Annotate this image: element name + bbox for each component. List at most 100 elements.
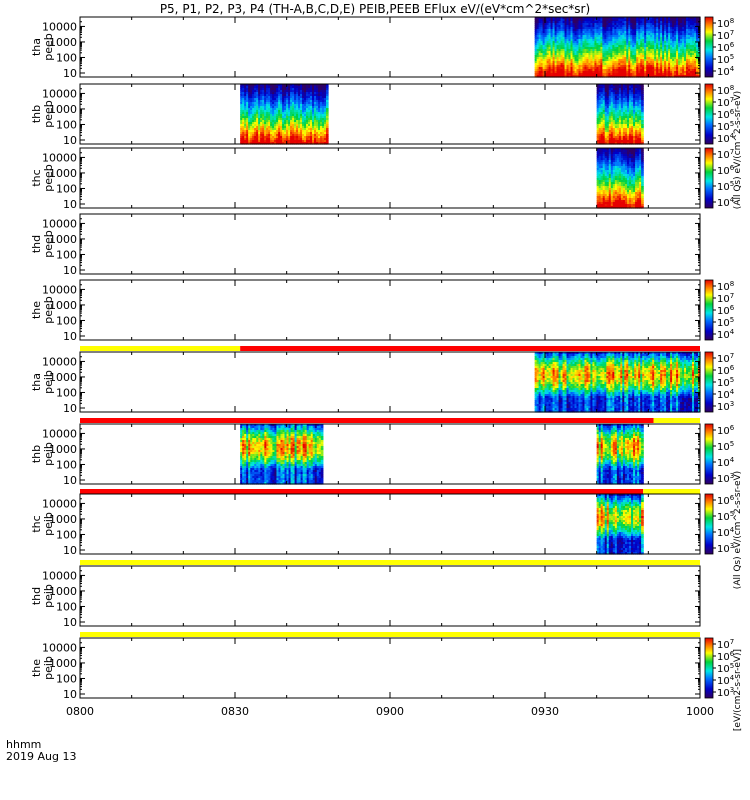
- spectrogram-cell: [568, 45, 572, 48]
- spectrogram-cell: [616, 150, 620, 153]
- spectrogram-cell: [670, 39, 673, 42]
- spectrogram-cell: [670, 35, 673, 38]
- spectrogram-cell: [604, 53, 607, 56]
- spectrogram-cell: [320, 110, 323, 113]
- spectrogram-cell: [684, 69, 687, 72]
- spectrogram-cell: [594, 63, 598, 66]
- spectrogram-cell: [604, 182, 608, 185]
- spectrogram-cell: [536, 27, 540, 30]
- spectrogram-cell: [256, 94, 259, 97]
- spectrogram-cell: [318, 100, 321, 103]
- spectrogram-cell: [634, 75, 637, 78]
- spectrogram-cell: [546, 23, 550, 26]
- spectrogram-cell: [690, 45, 693, 48]
- spectrogram-cell: [672, 61, 675, 64]
- spectrogram-cell: [240, 126, 243, 129]
- spectrogram-cell: [246, 124, 249, 127]
- spectrogram-cell: [252, 112, 255, 115]
- spectrogram-cell: [580, 53, 584, 56]
- spectrogram-cell: [652, 27, 655, 30]
- spectrogram-cell: [592, 61, 596, 64]
- spectrogram-cell: [662, 33, 665, 36]
- spectrogram-cell: [548, 53, 552, 56]
- spectrogram-cell: [598, 152, 602, 155]
- spectrogram-cell: [264, 114, 267, 117]
- spectrogram-cell: [606, 156, 610, 159]
- spectrogram-cell: [312, 134, 315, 137]
- spectrogram-cell: [604, 92, 608, 95]
- spectrogram-cell: [256, 102, 259, 105]
- spectrogram-cell: [646, 39, 649, 42]
- spectrogram-cell: [640, 41, 643, 44]
- spectrogram-cell: [580, 67, 584, 70]
- spectrogram-cell: [614, 17, 617, 20]
- spectrogram-cell: [630, 49, 633, 52]
- spectrogram-cell: [304, 128, 307, 131]
- spectrogram-cell: [256, 120, 259, 123]
- spectrogram-cell: [550, 45, 554, 48]
- spectrogram-cell: [282, 120, 285, 123]
- spectrogram-cell: [641, 138, 644, 141]
- spectrogram-cell: [637, 138, 640, 141]
- spectrogram-cell: [604, 152, 608, 155]
- spectrogram-cell: [648, 21, 651, 24]
- spectrogram-cell: [250, 126, 253, 129]
- spectrogram-cell: [270, 110, 273, 113]
- spectrogram-cell: [554, 17, 558, 20]
- spectrogram-cell: [600, 73, 603, 76]
- spectrogram-cell: [642, 57, 645, 60]
- spectrogram-cell: [642, 29, 645, 32]
- spectrogram-cell: [260, 112, 263, 115]
- spectrogram-cell: [600, 110, 604, 113]
- spectrogram-cell: [608, 156, 612, 159]
- spectrogram-cell: [618, 106, 622, 109]
- spectrogram-cell: [582, 29, 586, 32]
- spectrogram-cell: [586, 37, 590, 40]
- spectrogram-cell: [694, 37, 697, 40]
- spectrogram-cell: [676, 51, 679, 54]
- spectrogram-cell: [598, 84, 602, 87]
- spectrogram-cell: [278, 108, 281, 111]
- spectrogram-cell: [686, 49, 689, 52]
- spectrogram-cell: [538, 35, 542, 38]
- spectrogram-cell: [246, 88, 249, 91]
- spectrogram-cell: [566, 17, 570, 20]
- spectrogram-cell: [310, 94, 313, 97]
- mode-bar-segment: [80, 418, 654, 423]
- spectrogram-cell: [668, 67, 671, 70]
- spectrogram-cell: [596, 100, 600, 103]
- spectrogram-cell: [270, 88, 273, 91]
- spectrogram-cell: [576, 43, 580, 46]
- spectrogram-cell: [292, 106, 295, 109]
- spectrogram-cell: [633, 90, 636, 93]
- spectrogram-cell: [650, 27, 653, 30]
- spectrogram-cell: [586, 35, 590, 38]
- spectrogram-cell: [628, 55, 631, 58]
- spectrogram-cell: [624, 118, 628, 121]
- spectrogram-cell: [612, 172, 616, 175]
- spectrogram-cell: [622, 138, 626, 141]
- spectrogram-cell: [594, 67, 598, 70]
- spectrogram-cell: [304, 106, 307, 109]
- spectrogram-cell: [620, 126, 624, 129]
- spectrogram-cell: [598, 156, 602, 159]
- spectrogram-cell: [658, 71, 661, 74]
- spectrogram-cell: [312, 126, 315, 129]
- spectrogram-cell: [610, 47, 613, 50]
- spectrogram-cell: [614, 90, 618, 93]
- spectrogram-cell: [612, 136, 616, 139]
- spectrogram-cell: [600, 182, 604, 185]
- spectrogram-cell: [584, 49, 588, 52]
- spectrogram-cell: [244, 124, 247, 127]
- spectrogram-cell: [256, 138, 259, 141]
- spectrogram-cell: [666, 61, 669, 64]
- spectrogram-cell: [640, 25, 643, 28]
- spectrogram-cell: [596, 49, 600, 52]
- spectrogram-cell: [572, 65, 576, 68]
- spectrogram-cell: [308, 90, 311, 93]
- spectrogram-cell: [574, 73, 578, 76]
- spectrogram-cell: [626, 61, 629, 64]
- spectrogram-cell: [588, 31, 592, 34]
- spectrogram-cell: [610, 94, 614, 97]
- spectrogram-cell: [552, 19, 556, 22]
